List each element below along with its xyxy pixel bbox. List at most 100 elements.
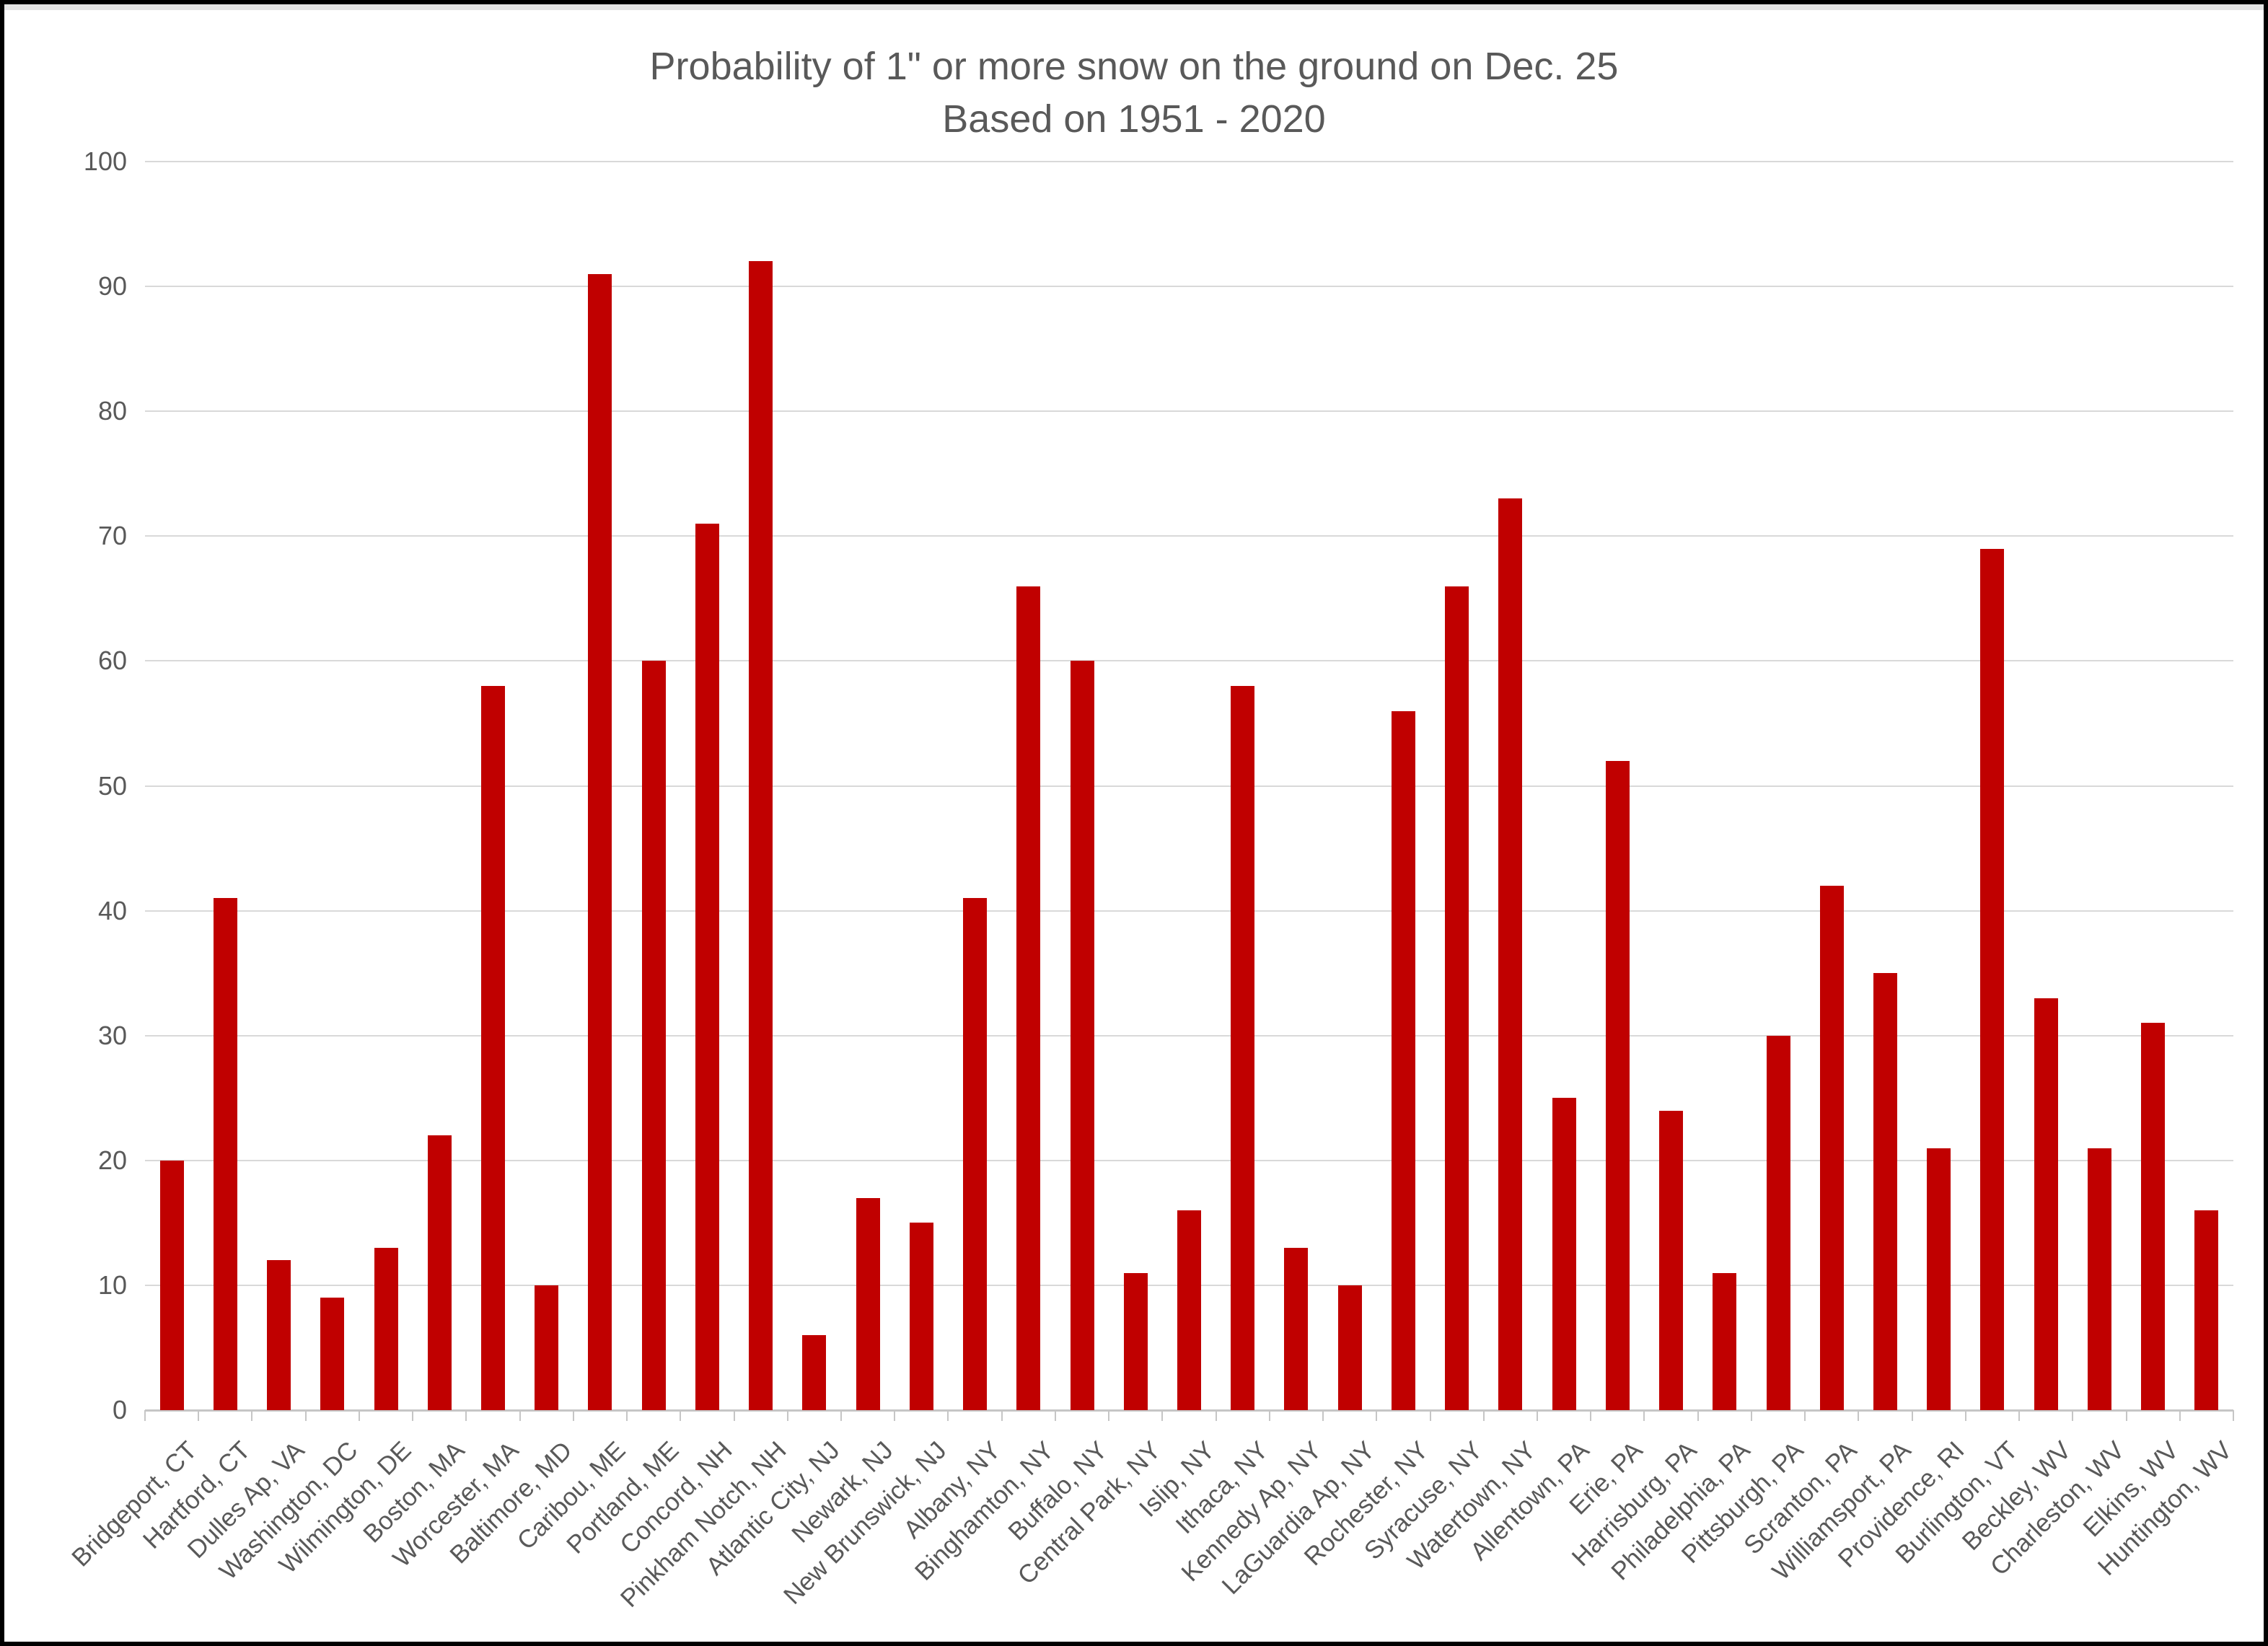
bar-hartford-ct <box>213 898 237 1410</box>
x-axis-tick <box>144 1410 146 1421</box>
y-tick-label: 40 <box>97 895 127 925</box>
x-axis-tick <box>572 1410 574 1421</box>
bar-boston-ma <box>427 1135 452 1410</box>
bar-providence-ri <box>1927 1148 1951 1410</box>
x-axis-tick <box>680 1410 682 1421</box>
x-axis-tick <box>2125 1410 2127 1421</box>
bar-pittsburgh-pa <box>1766 1035 1790 1410</box>
gridline <box>145 410 2233 413</box>
bar-burlington-vt <box>1980 548 2005 1410</box>
gridline <box>145 1034 2233 1037</box>
x-axis-tick <box>519 1410 521 1421</box>
chart-title-line2: Based on 1951 - 2020 <box>942 97 1326 141</box>
bar-williamsport-pa <box>1873 973 1897 1410</box>
x-axis-tick <box>947 1410 949 1421</box>
x-axis-tick <box>412 1410 414 1421</box>
x-axis-tick <box>198 1410 200 1421</box>
y-tick-label: 10 <box>97 1269 127 1300</box>
y-tick-label: 50 <box>97 770 127 801</box>
y-tick-label: 100 <box>83 146 127 176</box>
x-axis-tick <box>2233 1410 2234 1421</box>
x-axis-tick <box>2018 1410 2021 1421</box>
bar-concord-nh <box>695 524 719 1410</box>
x-axis-line <box>145 1409 2233 1412</box>
x-axis-tick <box>1161 1410 1164 1421</box>
x-axis-tick <box>840 1410 842 1421</box>
bar-caribou-me <box>588 273 612 1410</box>
bar-erie-pa <box>1605 760 1630 1410</box>
x-axis-tick <box>2179 1410 2181 1421</box>
x-axis-tick <box>1643 1410 1645 1421</box>
y-tick-label: 70 <box>97 521 127 551</box>
gridline <box>145 785 2233 787</box>
x-axis-tick <box>1429 1410 1431 1421</box>
bar-dulles-ap-va <box>267 1260 291 1410</box>
x-axis-tick <box>2072 1410 2074 1421</box>
bar-wilmington-de <box>374 1247 398 1410</box>
bar-buffalo-ny <box>1070 661 1094 1410</box>
chart-title: Probability of 1" or more snow on the gr… <box>4 40 2264 146</box>
bar-baltimore-md <box>535 1285 559 1410</box>
x-axis-tick <box>626 1410 628 1421</box>
x-axis-tick <box>1697 1410 1699 1421</box>
window-edge-strip <box>4 4 2264 10</box>
gridline <box>145 660 2233 662</box>
x-axis-tick <box>1911 1410 1913 1421</box>
y-tick-label: 30 <box>97 1020 127 1050</box>
y-tick-label: 20 <box>97 1145 127 1175</box>
bar-pinkham-notch-nh <box>749 261 773 1410</box>
x-axis-tick <box>1804 1410 1806 1421</box>
x-axis-tick <box>1001 1410 1003 1421</box>
bar-laguardia-ap-ny <box>1337 1285 1362 1410</box>
bar-rochester-ny <box>1391 710 1415 1410</box>
gridline <box>145 535 2233 537</box>
x-axis-tick <box>1858 1410 1860 1421</box>
x-axis-tick <box>786 1410 788 1421</box>
bar-portland-me <box>641 661 666 1410</box>
bar-harrisburg-pa <box>1659 1110 1684 1410</box>
gridline <box>145 286 2233 288</box>
gridline <box>145 910 2233 912</box>
y-tick-label: 80 <box>97 396 127 426</box>
bar-kennedy-ap-ny <box>1284 1247 1309 1410</box>
x-axis-tick <box>1054 1410 1056 1421</box>
x-axis-tick <box>1537 1410 1538 1421</box>
bar-charleston-wv <box>2087 1148 2111 1410</box>
bar-watertown-ny <box>1498 498 1523 1410</box>
gridline <box>145 161 2233 162</box>
x-axis-tick <box>1590 1410 1592 1421</box>
x-axis-tick <box>1215 1410 1217 1421</box>
x-axis-tick <box>733 1410 735 1421</box>
bar-philadelphia-pa <box>1713 1272 1737 1410</box>
x-axis-tick <box>465 1410 467 1421</box>
bar-binghamton-ny <box>1016 586 1041 1410</box>
bar-allentown-pa <box>1552 1098 1576 1410</box>
bar-atlantic-city-nj <box>802 1335 827 1410</box>
bar-bridgeport-ct <box>159 1160 184 1410</box>
bar-ithaca-ny <box>1231 686 1255 1410</box>
bar-albany-ny <box>963 898 988 1410</box>
x-axis-tick <box>304 1410 307 1421</box>
y-tick-label: 90 <box>97 271 127 302</box>
bar-islip-ny <box>1177 1210 1201 1410</box>
x-axis-tick <box>1750 1410 1752 1421</box>
bar-new-brunswick-nj <box>909 1223 933 1410</box>
bar-huntington-wv <box>2194 1210 2219 1410</box>
x-axis-tick <box>358 1410 360 1421</box>
bar-elkins-wv <box>2141 1023 2166 1410</box>
plot-area <box>144 161 2234 1421</box>
x-axis-tick <box>1322 1410 1324 1421</box>
x-axis-tick <box>251 1410 253 1421</box>
x-axis-tick <box>1108 1410 1110 1421</box>
chart-title-line1: Probability of 1" or more snow on the gr… <box>649 45 1619 88</box>
x-axis-tick <box>1268 1410 1270 1421</box>
bar-worcester-ma <box>481 686 505 1410</box>
bar-newark-nj <box>856 1197 880 1410</box>
x-axis-tick <box>1482 1410 1485 1421</box>
bar-beckley-wv <box>2034 998 2058 1410</box>
bar-syracuse-ny <box>1445 586 1469 1410</box>
gridline <box>145 1159 2233 1161</box>
bar-central-park-ny <box>1123 1272 1148 1410</box>
bar-scranton-pa <box>1819 885 1844 1410</box>
